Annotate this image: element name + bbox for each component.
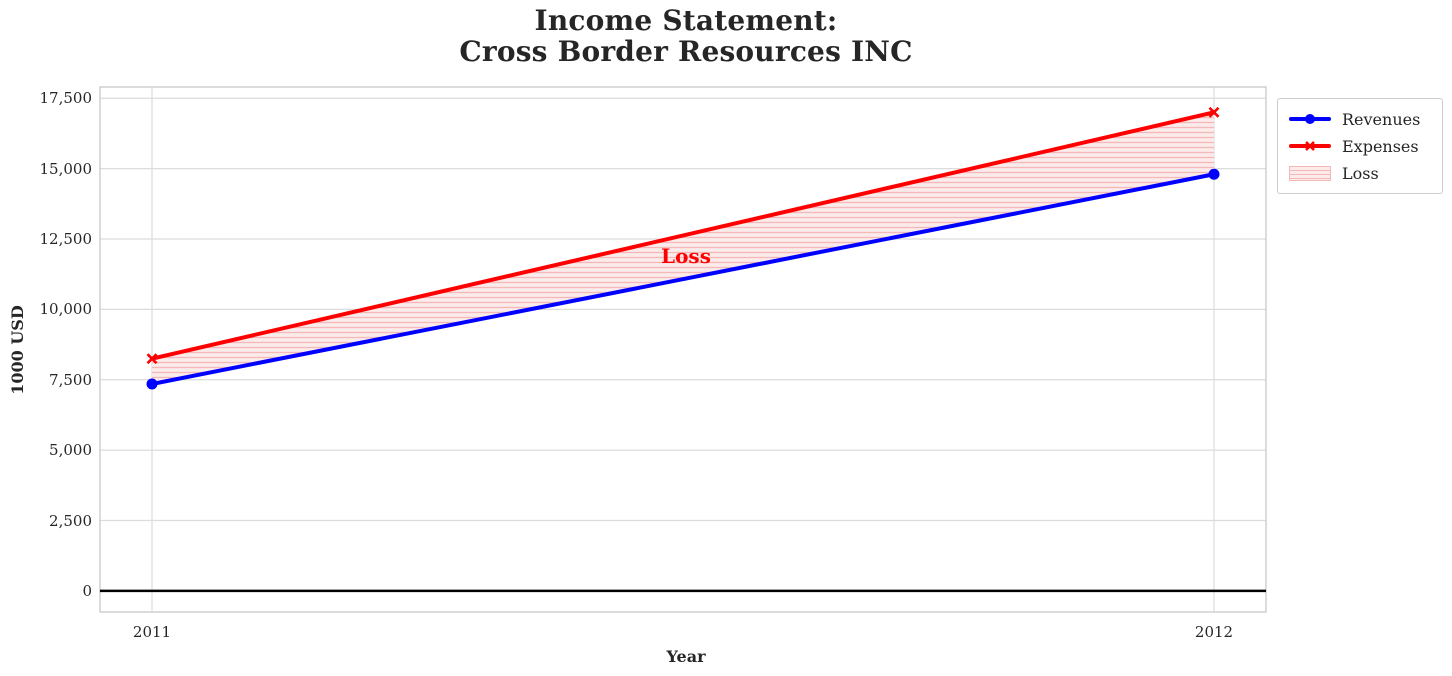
y-tick-label: 7,500 (49, 370, 92, 389)
y-tick-label: 2,500 (49, 511, 92, 530)
x-tick-label: 2012 (1194, 623, 1234, 641)
y-tick-label: 10,000 (39, 300, 93, 319)
y-tick-label: 17,500 (39, 89, 93, 108)
expenses-marker (1208, 106, 1220, 118)
revenues-line (150, 172, 1216, 386)
revenues-marker (146, 378, 158, 390)
y-tick-label: 0 (82, 581, 92, 600)
legend-label-revenues: Revenues (1342, 109, 1421, 129)
plot-border (99, 86, 1267, 613)
legend: Revenues Expenses Loss (1277, 98, 1443, 194)
legend-label-loss: Loss (1342, 163, 1379, 183)
y-tick-label: 15,000 (39, 159, 93, 178)
legend-item-expenses: Expenses (1289, 135, 1432, 157)
x-axis-label: Year (666, 647, 706, 666)
revenues-line-swatch (1289, 114, 1331, 124)
y-tick-label: 5,000 (49, 441, 92, 460)
chart-title: Income Statement: Cross Border Resources… (459, 4, 913, 69)
loss-hatch-swatch (1289, 165, 1331, 181)
loss-annotation: Loss (661, 244, 711, 268)
expenses-line-swatch (1289, 141, 1331, 151)
y-tick-label: 12,500 (39, 230, 93, 248)
expenses-line (150, 110, 1216, 361)
y-axis-label: 1000 USD (8, 305, 27, 395)
x-tick-label: 2011 (132, 623, 172, 641)
legend-label-expenses: Expenses (1342, 136, 1419, 156)
revenues-marker (1208, 168, 1220, 180)
expenses-marker (146, 353, 158, 365)
legend-item-revenues: Revenues (1289, 108, 1432, 130)
loss-area-fill (152, 112, 1214, 384)
legend-item-loss: Loss (1289, 162, 1432, 184)
